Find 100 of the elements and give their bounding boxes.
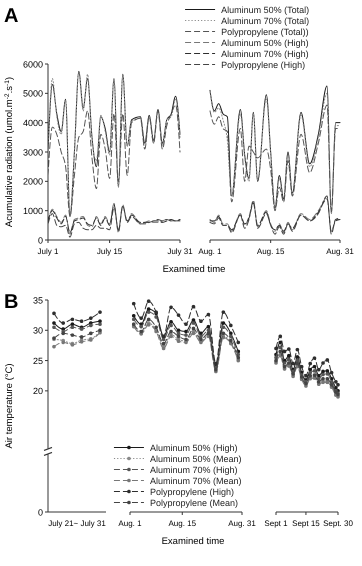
point: [176, 328, 180, 332]
point: [89, 316, 93, 320]
point: [176, 313, 180, 317]
x-tick-label: Sept. 30: [323, 519, 354, 528]
point: [89, 324, 93, 328]
point: [89, 332, 93, 336]
point: [282, 350, 286, 354]
point: [192, 326, 196, 330]
legend-label: Aluminum 50% (Mean): [150, 454, 242, 464]
point: [312, 356, 316, 360]
point: [169, 320, 173, 324]
point: [52, 344, 56, 348]
point: [316, 368, 321, 372]
point: [229, 324, 233, 328]
point: [98, 310, 102, 314]
y-tick-label: 30: [32, 326, 43, 336]
point: [321, 376, 325, 381]
point: [336, 383, 340, 387]
point: [169, 305, 173, 310]
y-tick-label: 0: [38, 507, 43, 518]
point: [146, 299, 150, 304]
chart-title: A: [4, 5, 18, 27]
point: [321, 372, 325, 376]
point: [132, 302, 136, 306]
point: [169, 330, 173, 334]
point: [146, 307, 150, 311]
point: [52, 312, 56, 316]
legend-label: Aluminum 70% (High): [150, 464, 238, 475]
point: [176, 332, 180, 336]
point: [222, 310, 226, 314]
point: [184, 322, 188, 326]
legend-label: Aluminum 70% (High): [221, 48, 309, 59]
point: [296, 355, 300, 359]
point: [199, 332, 203, 336]
point: [98, 322, 102, 326]
x-tick-label: Aug. 1: [118, 519, 142, 528]
point: [312, 364, 316, 368]
y-tick-label: 35: [32, 295, 43, 306]
point: [312, 369, 316, 373]
point: [162, 346, 166, 350]
x-tick-label: Aug. 31: [326, 247, 354, 256]
y-tick-label: 6000: [22, 59, 43, 70]
x-axis-title: Examined time: [162, 264, 226, 275]
point: [139, 316, 143, 320]
x-tick-label: Aug. 1: [198, 247, 222, 256]
point: [308, 368, 312, 372]
legend-label: Aluminum 50% (High): [150, 442, 238, 453]
text: July 21~ July 31: [48, 519, 106, 528]
point: [199, 334, 203, 338]
point: [222, 321, 226, 325]
y-tick-label: 1000: [22, 206, 43, 216]
point: [206, 312, 210, 316]
legend-label: Aluminum 70% (Mean): [150, 476, 242, 486]
point: [192, 304, 196, 308]
point: [146, 318, 150, 322]
x-tick-label: Sept 1: [264, 519, 288, 528]
y-tick-label: 4000: [22, 118, 43, 128]
point: [278, 340, 282, 344]
x-tick-label: July 15: [96, 247, 123, 256]
point: [278, 350, 282, 354]
point: [139, 324, 143, 328]
legend-label: Polypropylene (Total)): [221, 26, 309, 37]
point: [278, 334, 282, 338]
point: [206, 324, 210, 328]
x-tick-label: Aug. 31: [228, 519, 256, 528]
x-tick-label: July 31: [167, 247, 194, 256]
point: [80, 335, 84, 339]
y-axis-title: Air temperature (°C): [4, 363, 15, 449]
point: [321, 370, 325, 374]
x-tick-label: Sept 15: [292, 519, 320, 528]
point: [52, 321, 56, 325]
point: [300, 364, 304, 368]
y-tick-label: 2000: [22, 176, 43, 187]
x-tick-label: Aug. 15: [168, 519, 197, 528]
point: [274, 346, 278, 350]
point: [169, 324, 173, 328]
point: [192, 321, 196, 325]
point: [162, 338, 166, 342]
point: [326, 376, 330, 381]
x-axis-title: Examined time: [162, 536, 224, 547]
point: [222, 332, 226, 336]
point: [334, 380, 338, 384]
point: [222, 325, 226, 330]
point: [154, 325, 158, 330]
line-series: [48, 104, 180, 218]
point: [199, 319, 203, 323]
point: [146, 310, 150, 314]
legend-label: Aluminum 50% (Total): [221, 4, 310, 15]
point: [236, 340, 240, 344]
point: [308, 370, 312, 374]
legend-label: Polypropylene (High): [150, 486, 234, 497]
point: [287, 347, 291, 351]
point: [304, 374, 308, 378]
legend-label: Polypropylene (Mean): [150, 498, 238, 508]
point: [206, 328, 210, 332]
point: [52, 325, 56, 330]
point: [61, 321, 65, 325]
y-tick-label: 20: [32, 386, 43, 396]
point: [70, 325, 74, 330]
x-tick-label: Aug. 15: [256, 247, 286, 256]
